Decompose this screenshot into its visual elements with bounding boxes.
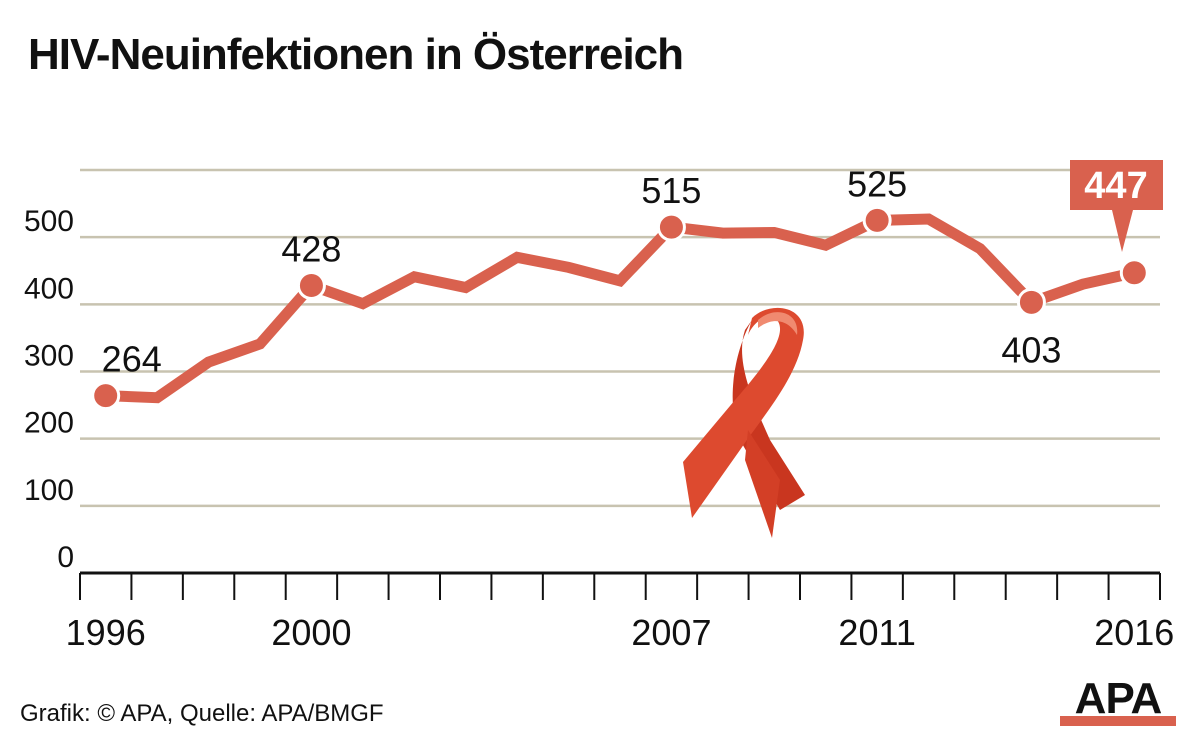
series-line xyxy=(105,213,1136,404)
data-label: 515 xyxy=(641,170,701,211)
y-tick-label: 0 xyxy=(57,541,74,574)
data-label: 525 xyxy=(847,163,907,204)
data-point xyxy=(862,205,892,235)
data-point xyxy=(1119,258,1149,288)
data-point xyxy=(1016,287,1046,317)
y-tick-label: 100 xyxy=(24,474,74,507)
data-point xyxy=(91,381,121,411)
x-tick-label: 2011 xyxy=(838,612,915,653)
highlight-label: 447 xyxy=(1084,165,1147,207)
highlight-callout: 447 xyxy=(1070,160,1163,252)
x-tick-label: 2000 xyxy=(271,612,351,653)
x-tick-label: 1996 xyxy=(66,612,146,653)
x-tick-label: 2007 xyxy=(631,612,711,653)
y-tick-label: 300 xyxy=(24,340,74,373)
data-point xyxy=(296,271,326,301)
data-point xyxy=(656,212,686,242)
source-note: Grafik: © APA, Quelle: APA/BMGF xyxy=(20,700,384,727)
data-label: 264 xyxy=(102,339,162,380)
apa-logo: APA xyxy=(1060,674,1176,726)
y-tick-label: 500 xyxy=(24,205,74,238)
chart-title: HIV-Neuinfektionen in Österreich xyxy=(28,30,684,79)
svg-text:APA: APA xyxy=(1075,674,1162,723)
red-ribbon-icon xyxy=(683,307,805,538)
x-tick-label: 2016 xyxy=(1094,612,1174,653)
y-tick-label: 400 xyxy=(24,272,74,305)
data-label: 428 xyxy=(281,229,341,270)
y-tick-label: 200 xyxy=(24,407,74,440)
data-label: 403 xyxy=(1001,329,1061,370)
